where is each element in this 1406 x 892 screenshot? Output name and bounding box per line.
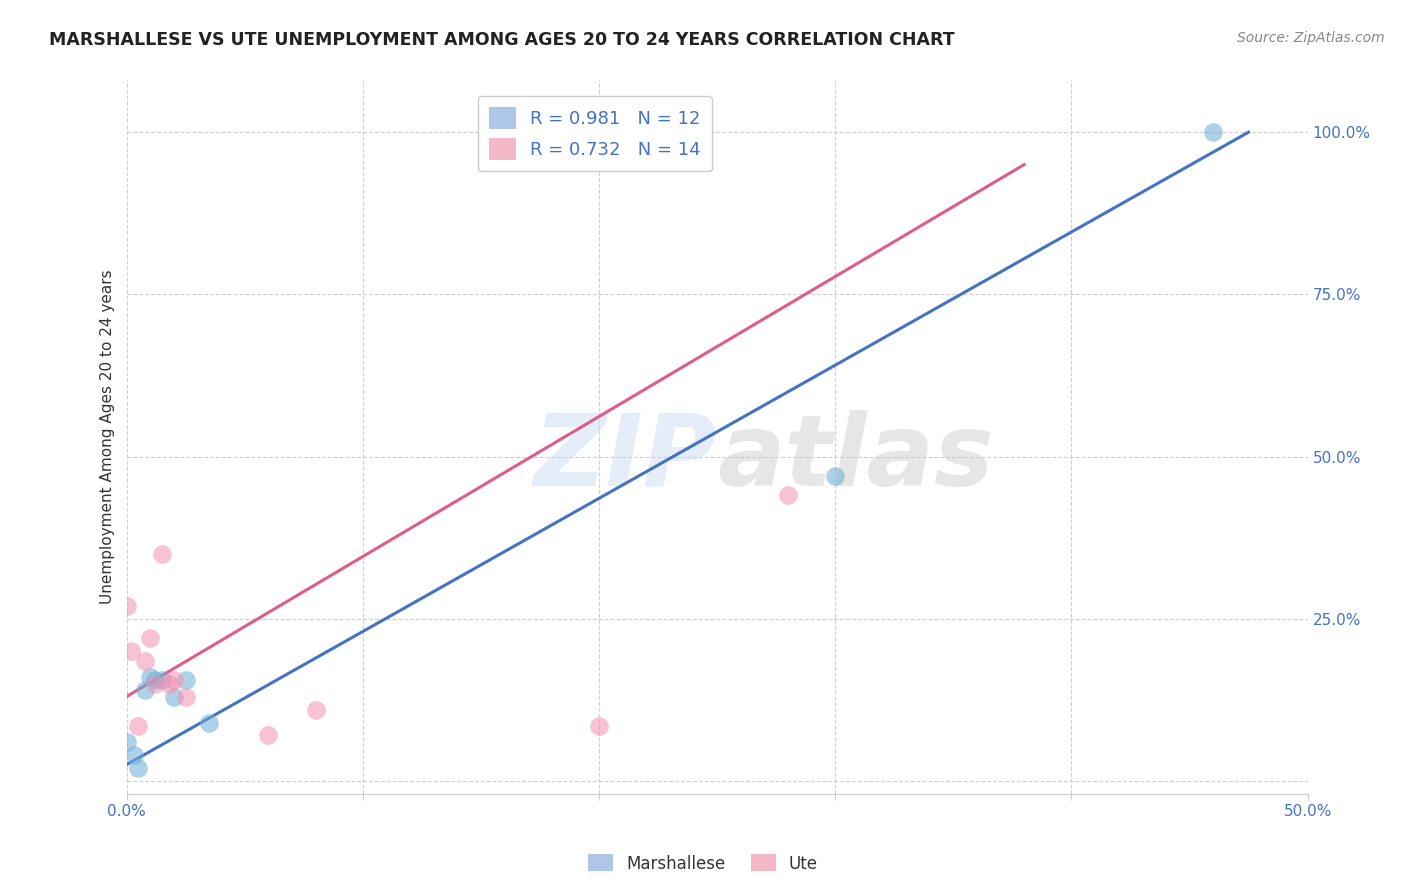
Point <box>134 683 156 698</box>
Point <box>174 690 197 704</box>
Y-axis label: Unemployment Among Ages 20 to 24 years: Unemployment Among Ages 20 to 24 years <box>100 269 115 605</box>
Point <box>163 690 186 704</box>
Point <box>143 673 166 688</box>
Point <box>150 547 173 561</box>
Point <box>824 469 846 483</box>
Point <box>122 747 145 762</box>
Point <box>588 719 610 733</box>
Point <box>139 670 162 684</box>
Point <box>139 631 162 645</box>
Point <box>174 673 197 688</box>
Point <box>163 673 186 688</box>
Text: MARSHALLESE VS UTE UNEMPLOYMENT AMONG AGES 20 TO 24 YEARS CORRELATION CHART: MARSHALLESE VS UTE UNEMPLOYMENT AMONG AG… <box>49 31 955 49</box>
Point <box>150 673 173 688</box>
Point <box>776 488 799 502</box>
Point <box>127 719 149 733</box>
Text: ZIP: ZIP <box>534 410 717 507</box>
Point <box>134 654 156 668</box>
Legend: Marshallese, Ute: Marshallese, Ute <box>581 847 825 880</box>
Point <box>115 599 138 613</box>
Point <box>115 735 138 749</box>
Point <box>157 676 180 690</box>
Point <box>1202 125 1225 139</box>
Legend: R = 0.981   N = 12, R = 0.732   N = 14: R = 0.981 N = 12, R = 0.732 N = 14 <box>478 96 711 171</box>
Text: atlas: atlas <box>717 410 994 507</box>
Point <box>143 676 166 690</box>
Text: Source: ZipAtlas.com: Source: ZipAtlas.com <box>1237 31 1385 45</box>
Point <box>127 761 149 775</box>
Point <box>198 715 221 730</box>
Point <box>257 729 280 743</box>
Point <box>120 644 142 658</box>
Point <box>304 702 326 716</box>
